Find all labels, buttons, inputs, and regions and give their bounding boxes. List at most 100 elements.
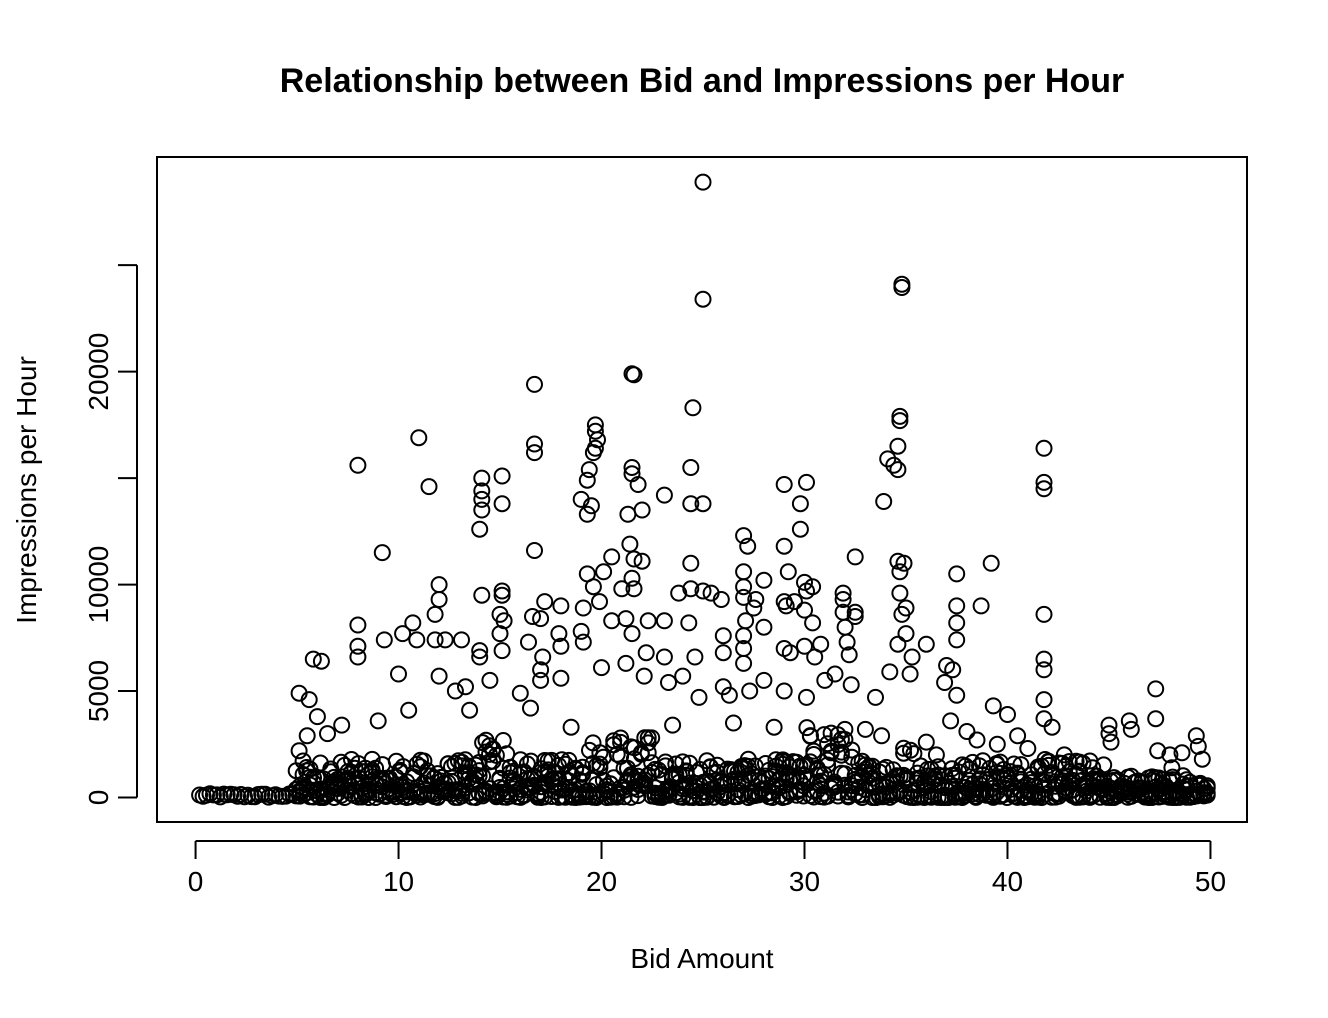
data-point [801, 727, 819, 745]
data-point [603, 612, 621, 630]
data-point [1043, 718, 1061, 736]
data-point [1035, 710, 1053, 728]
x-axis: 0 10 20 30 40 50 [188, 840, 1226, 897]
data-point [873, 727, 891, 745]
data-point [948, 614, 966, 632]
data-point [655, 486, 673, 504]
data-point [902, 741, 919, 759]
data-point [796, 601, 813, 619]
data-point [1120, 712, 1138, 730]
data-point [948, 686, 966, 704]
data-point [891, 584, 909, 602]
data-point [481, 671, 499, 689]
data-point [917, 733, 935, 751]
data-point [917, 635, 935, 653]
data-point [430, 591, 448, 608]
data-point [682, 495, 700, 513]
data-point [349, 456, 367, 474]
data-point [682, 459, 700, 476]
data-point [968, 731, 986, 749]
x-tick-label: 50 [1195, 866, 1226, 897]
data-point [779, 563, 797, 581]
data-point [1147, 680, 1165, 698]
data-point [735, 588, 753, 606]
data-point [623, 569, 641, 587]
data-point [308, 708, 326, 726]
data-point [608, 745, 626, 763]
data-point [897, 599, 915, 617]
data-point [1035, 650, 1053, 668]
data-point [526, 375, 543, 393]
data-point [755, 571, 773, 589]
data-point [552, 637, 570, 655]
data-point [745, 599, 763, 617]
x-tick-label: 30 [789, 866, 820, 897]
data-point [584, 444, 602, 462]
data-point [629, 476, 647, 493]
data-point [927, 746, 945, 764]
data-point [747, 591, 765, 608]
data-point [603, 548, 621, 566]
data-point [493, 642, 511, 660]
data-point [430, 667, 448, 685]
data-point [791, 495, 809, 513]
data-point [694, 173, 712, 191]
data-point [1074, 754, 1092, 772]
data-point [660, 674, 677, 691]
data-point [777, 597, 795, 615]
data-point [536, 593, 554, 611]
data-point [796, 573, 813, 591]
data-point [846, 548, 864, 566]
plot-frame [156, 156, 1248, 823]
data-point [1035, 691, 1053, 709]
data-point [846, 608, 864, 625]
data-point [1198, 779, 1216, 797]
data-point [714, 644, 732, 662]
data-point [999, 706, 1016, 723]
data-point [1147, 710, 1165, 728]
data-point [1163, 759, 1181, 777]
data-point [400, 701, 418, 719]
data-point [578, 471, 596, 489]
data-point [471, 520, 489, 538]
x-tick-label: 0 [188, 866, 204, 897]
data-point [473, 501, 491, 519]
data-point [580, 461, 598, 479]
data-point [670, 584, 688, 602]
y-tick-label: 20000 [83, 333, 114, 411]
data-point [639, 734, 657, 752]
data-point [1193, 750, 1211, 768]
data-point [942, 712, 960, 730]
data-point [798, 719, 816, 737]
data-point [893, 279, 911, 296]
data-point [312, 652, 330, 670]
data-point [1187, 727, 1205, 745]
data-point [840, 646, 858, 664]
data-point [720, 686, 738, 704]
data-point [633, 552, 651, 570]
data-point [684, 399, 702, 417]
data-point [408, 631, 426, 649]
data-point [623, 625, 641, 643]
data-point [493, 495, 511, 513]
data-point [1095, 756, 1113, 774]
data-point [349, 648, 367, 666]
data-point [796, 637, 813, 655]
data-point [889, 437, 907, 455]
data-point [834, 591, 852, 608]
data-point [534, 648, 552, 666]
data-point [846, 603, 864, 621]
data-point [1035, 605, 1053, 623]
data-point [984, 788, 1002, 806]
data-point [694, 495, 712, 513]
data-point [593, 659, 610, 677]
data-point [623, 459, 641, 476]
data-point [1035, 480, 1053, 498]
data-point [891, 407, 909, 425]
data-point [903, 648, 921, 666]
data-point [1005, 755, 1023, 773]
data-point [725, 714, 742, 732]
data-point [643, 763, 661, 781]
data-point [586, 422, 604, 440]
data-point [1149, 742, 1167, 760]
